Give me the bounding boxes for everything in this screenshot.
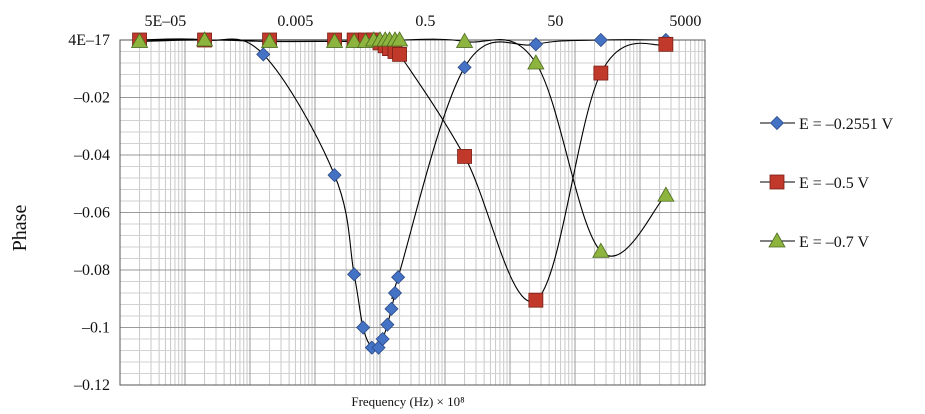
series-1-point xyxy=(593,32,608,48)
legend-marker-triangle xyxy=(768,232,786,248)
series-2-point xyxy=(392,46,407,62)
legend-label: E = –0.7 V xyxy=(799,234,870,251)
y-tick-labels: 4E–17 –0.02 –0.04 –0.06 –0.08 –0.1 –0.12 xyxy=(68,32,110,394)
series-1-point xyxy=(457,60,472,75)
series-1-point xyxy=(356,320,371,335)
series-3-point xyxy=(390,31,409,47)
series-3-point xyxy=(455,32,474,48)
series-3-point xyxy=(345,32,363,48)
series-3-point xyxy=(260,32,279,48)
series-1-point xyxy=(384,301,399,316)
legend: E = –0.2551 V E = –0.5 V E = –0.7 V xyxy=(760,115,894,251)
x-axis-title: Frequency (Hz) × 10⁸ xyxy=(351,394,465,409)
legend-marker-diamond xyxy=(769,115,785,131)
x-tick-label: 0.5 xyxy=(415,13,435,30)
grid-major xyxy=(119,39,705,386)
series-line-1 xyxy=(139,38,666,351)
series-1-point xyxy=(380,317,395,332)
y-tick-label: –0.06 xyxy=(73,205,110,222)
series-2-point xyxy=(658,36,674,52)
series-1-point xyxy=(347,267,362,282)
series-3-point xyxy=(527,54,545,70)
series-3-point xyxy=(130,32,149,48)
y-tick-label: –0.08 xyxy=(73,262,110,279)
x-tick-label: 5E–05 xyxy=(145,13,187,30)
series-lines xyxy=(139,38,667,351)
x-tick-label: 5000 xyxy=(669,13,701,30)
legend-label: E = –0.2551 V xyxy=(799,116,894,133)
series-1-point xyxy=(528,37,543,52)
series-3-point xyxy=(325,32,344,48)
series-1-point xyxy=(391,270,406,285)
series-2-point xyxy=(457,149,472,164)
series-2-point xyxy=(528,292,544,308)
y-tick-label: –0.02 xyxy=(73,90,110,107)
legend-label: E = –0.5 V xyxy=(799,175,870,192)
y-tick-label: –0.1 xyxy=(81,320,110,337)
series-3-point xyxy=(657,186,675,202)
x-tick-label: 50 xyxy=(547,13,563,30)
series-1-point xyxy=(387,285,403,301)
x-tick-labels: 5E–05 0.005 0.5 50 5000 xyxy=(145,13,702,30)
series-3-point xyxy=(592,242,610,258)
series-3-point xyxy=(195,31,214,47)
y-tick-label: –0.12 xyxy=(73,377,110,394)
series-1-point xyxy=(327,168,342,183)
series-markers xyxy=(130,31,675,355)
series-1-point xyxy=(256,47,271,62)
series-1-point xyxy=(375,331,390,347)
y-tick-label: –0.04 xyxy=(73,147,110,164)
y-tick-label: 4E–17 xyxy=(68,32,110,49)
x-tick-label: 0.005 xyxy=(277,13,313,30)
legend-marker-square xyxy=(769,174,785,190)
y-axis-title: Phase xyxy=(9,205,31,252)
series-2-point xyxy=(593,65,609,81)
